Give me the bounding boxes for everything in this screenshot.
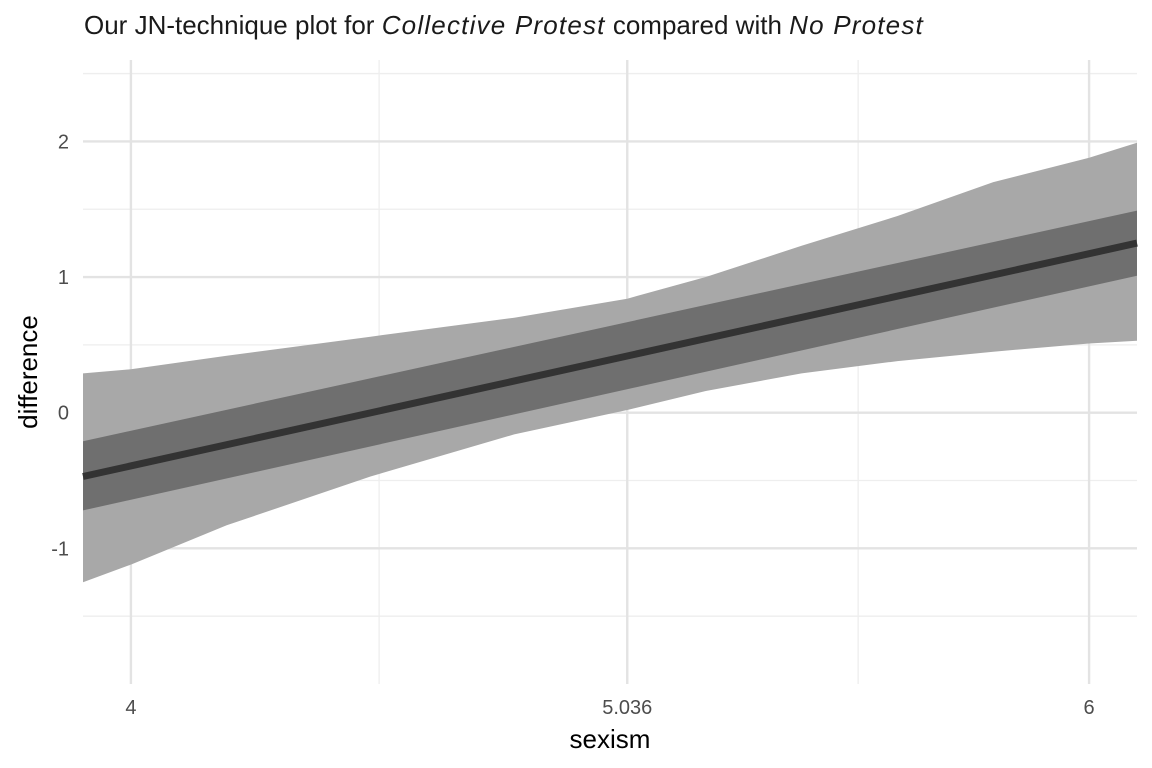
tick-labels: 4 5.036 6 -1 0 1 2	[51, 131, 1094, 719]
y-axis-title: difference	[13, 315, 43, 429]
y-tick-label-0: -1	[51, 538, 69, 560]
chart-title-group-a: Collective Protest	[381, 10, 606, 40]
chart-title-middle: compared with	[605, 10, 790, 40]
estimate-line	[82, 239, 1138, 480]
y-tick-label-1: 0	[58, 403, 69, 425]
x-tick-label-1: 5.036	[602, 697, 652, 719]
y-tick-label-2: 1	[58, 267, 69, 289]
x-axis-title: sexism	[570, 724, 651, 754]
estimate-line-group	[82, 239, 1138, 480]
chart-title: Our JN-technique plot for Collective Pro…	[84, 10, 924, 41]
chart-title-prefix: Our JN-technique plot for	[84, 10, 382, 40]
x-tick-label-0: 4	[125, 697, 136, 719]
x-tick-label-2: 6	[1084, 697, 1095, 719]
chart-title-group-b: No Protest	[789, 10, 924, 40]
y-tick-label-3: 2	[58, 131, 69, 153]
